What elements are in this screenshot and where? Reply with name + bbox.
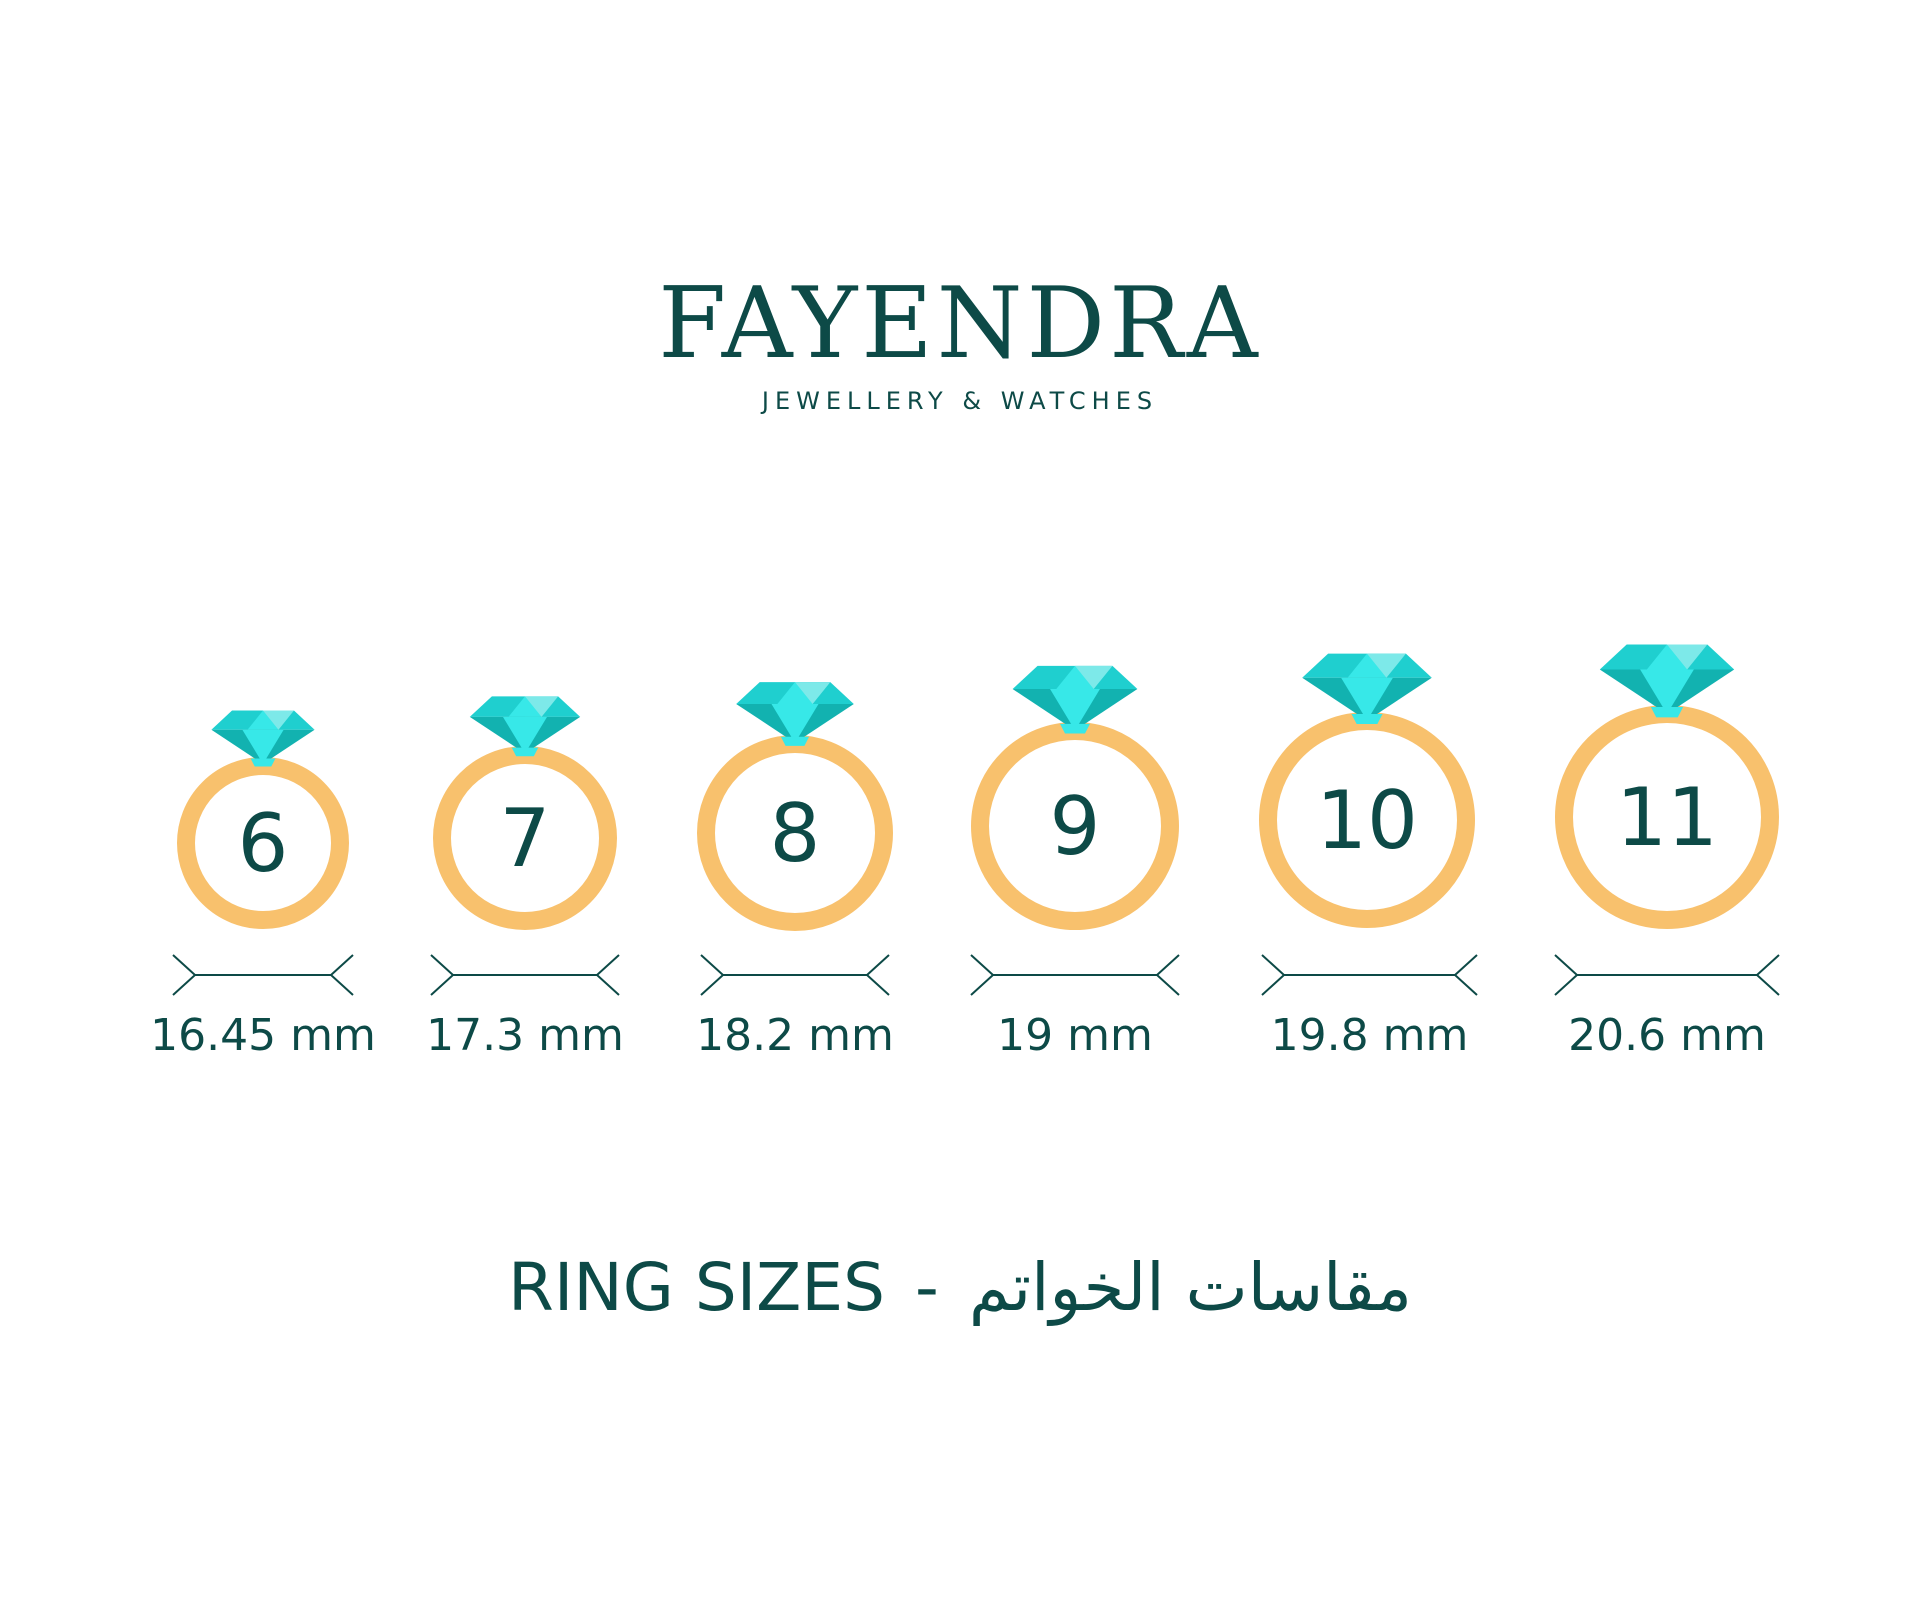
ring-size-8: 8 18.2 mm [696,682,894,1061]
ring-size-11: 11 20.6 mm [1554,644,1780,1061]
ring-size-number: 9 [1050,780,1101,873]
width-arrow-icon [700,954,890,996]
width-arrow-icon [1554,954,1780,996]
ring-size-9: 9 19 mm [970,665,1180,1061]
brand-name: FAYENDRA [658,267,1262,381]
width-arrow-icon [172,954,354,996]
ring-measurement: 18.2 mm [696,1010,894,1061]
width-arrow-icon [1261,954,1478,996]
gem-icon [736,682,854,746]
ring-size-number: 11 [1616,771,1718,864]
title-arabic: مقاسات الخواتم [968,1249,1412,1326]
ring-measurement: 19.8 mm [1271,1010,1469,1061]
gem-icon [1012,665,1138,734]
brand-logo: FAYENDRA JEWELLERY & WATCHES [0,275,1920,415]
gem-icon [211,710,315,767]
ring-size-number: 7 [500,792,551,885]
page-title: RING SIZES - مقاسات الخواتم [0,1255,1920,1321]
title-separator: - [915,1249,939,1326]
title-english: RING SIZES [508,1249,885,1326]
ring-size-number: 8 [770,787,821,880]
gem-icon [1599,644,1735,718]
gem-icon [1302,653,1432,724]
ring-measurement: 17.3 mm [426,1010,624,1061]
brand-tagline: JEWELLERY & WATCHES [761,387,1159,415]
ring-size-6: 6 16.45 mm [150,710,376,1061]
ring-size-7: 7 17.3 mm [426,696,624,1061]
ring-measurement: 16.45 mm [150,1010,376,1061]
ring-measurement: 19 mm [997,1010,1153,1061]
ring-measurement: 20.6 mm [1568,1010,1766,1061]
ring-size-number: 10 [1316,774,1418,867]
ring-size-number: 6 [238,797,289,890]
ring-size-10: 10 19.8 mm [1259,653,1478,1061]
width-arrow-icon [430,954,620,996]
width-arrow-icon [970,954,1180,996]
gem-icon [469,696,581,757]
